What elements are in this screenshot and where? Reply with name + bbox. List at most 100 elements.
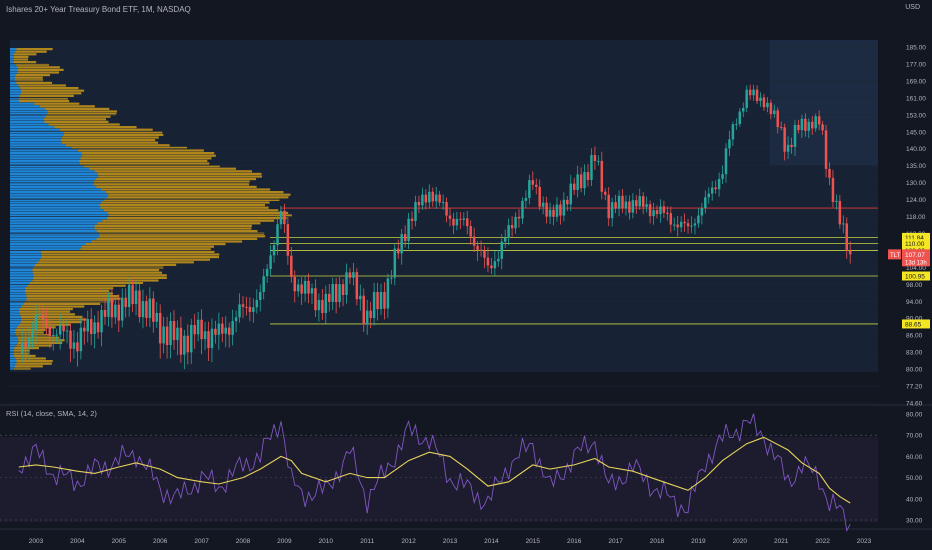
price-axis-tick: 90.00	[906, 316, 923, 323]
candle-body	[686, 223, 690, 227]
volume-profile-bar	[10, 92, 21, 95]
candle-body	[593, 155, 597, 162]
volume-profile-bar	[14, 76, 43, 79]
volume-profile-bar	[10, 139, 61, 142]
candle-body	[100, 309, 103, 333]
candle-body	[234, 317, 238, 322]
volume-profile-bar	[32, 271, 163, 274]
volume-profile-bar	[10, 63, 16, 66]
volume-profile-bar	[10, 162, 80, 165]
price-axis-tick: 177.00	[906, 61, 926, 68]
volume-profile-bar	[79, 162, 210, 165]
candle-body	[459, 218, 462, 220]
volume-profile-bar	[14, 347, 39, 350]
candle-body	[217, 323, 221, 335]
candle-body	[414, 201, 417, 221]
candle-body	[279, 210, 283, 225]
volume-profile-bar	[99, 235, 266, 238]
candle-body	[393, 248, 397, 278]
candle-body	[528, 180, 531, 198]
candle-body	[179, 327, 183, 355]
candle-body	[752, 89, 755, 96]
volume-profile-bar	[10, 248, 81, 251]
candle-body	[486, 257, 490, 266]
candle-body	[38, 314, 41, 316]
candle-body	[334, 284, 338, 303]
candle-body	[531, 180, 535, 185]
candle-body	[790, 144, 793, 147]
candle-body	[379, 292, 383, 310]
candle-body	[714, 187, 717, 190]
volume-profile-bar	[10, 165, 84, 168]
candle-body	[811, 121, 814, 129]
volume-profile-bar	[10, 302, 24, 305]
volume-profile-bar	[14, 58, 29, 61]
volume-profile-bar	[34, 263, 177, 266]
candle-body	[390, 277, 393, 279]
rsi-line	[18, 413, 851, 532]
time-axis-tick: 2022	[815, 538, 830, 545]
candle-body	[786, 144, 790, 152]
candle-body	[769, 102, 773, 115]
volume-profile-bar	[10, 126, 55, 129]
volume-profile-bar	[14, 354, 36, 357]
time-axis-tick: 2015	[526, 538, 541, 545]
volume-profile-bar	[83, 165, 220, 168]
candle-body	[490, 265, 493, 269]
volume-profile-bar	[10, 66, 18, 69]
price-axis-tick: 118.00	[906, 214, 926, 221]
candle-body	[141, 301, 145, 318]
candle-body	[607, 194, 610, 219]
volume-profile-bar	[10, 245, 82, 248]
candle-body	[83, 327, 86, 332]
candle-body	[55, 334, 58, 336]
volume-profile-bar	[10, 170, 95, 173]
candle-body	[566, 199, 569, 205]
candle-body	[238, 304, 241, 318]
candle-body	[483, 250, 486, 258]
volume-profile-bar	[10, 55, 14, 58]
candle-body	[248, 306, 252, 312]
volume-profile-bar	[10, 149, 78, 152]
candle-body	[693, 223, 697, 226]
volume-profile-bar	[10, 159, 80, 162]
volume-profile-bar	[10, 58, 14, 61]
volume-profile-bar	[21, 89, 85, 92]
volume-profile-bar	[10, 120, 45, 123]
candle-body	[48, 326, 52, 337]
volume-profile-bar	[14, 79, 44, 82]
candle-body	[421, 194, 424, 206]
volume-profile-bar	[25, 292, 113, 295]
rsi-indicator-label[interactable]: RSI (14, close, SMA, 14, 2)	[6, 409, 97, 418]
price-axis-tick: 153.00	[906, 112, 926, 119]
volume-profile-bar	[19, 313, 75, 316]
candle-body	[576, 174, 579, 190]
candle-body	[655, 210, 659, 215]
rsi-axis-tick: 80.00	[906, 412, 923, 419]
rsi-axis-tick: 50.00	[906, 475, 923, 482]
candle-body	[158, 312, 162, 344]
price-axis-tick: 140.00	[906, 146, 926, 153]
price-axis-tick: 77.20	[906, 384, 923, 391]
volume-profile-bar	[10, 61, 14, 64]
volume-profile-bar	[15, 328, 46, 331]
candle-body	[41, 314, 45, 319]
volume-profile-bar	[21, 318, 87, 321]
volume-profile-bar	[10, 102, 35, 105]
candle-body	[579, 174, 583, 189]
volume-profile-bar	[10, 94, 20, 97]
volume-profile-bar	[26, 297, 121, 300]
volume-profile-bar	[10, 284, 28, 287]
candle-body	[338, 284, 341, 303]
price-level-tag	[902, 239, 930, 249]
volume-profile-bar	[10, 180, 94, 183]
candle-body	[155, 312, 158, 322]
volume-profile-bar	[10, 292, 26, 295]
volume-profile-bar	[10, 328, 16, 331]
candle-body	[455, 218, 459, 226]
time-axis-tick: 2009	[277, 538, 292, 545]
volume-profile-bar	[18, 97, 68, 100]
time-axis-tick: 2014	[484, 538, 499, 545]
volume-profile-bar	[10, 191, 106, 194]
candle-body	[259, 291, 262, 301]
